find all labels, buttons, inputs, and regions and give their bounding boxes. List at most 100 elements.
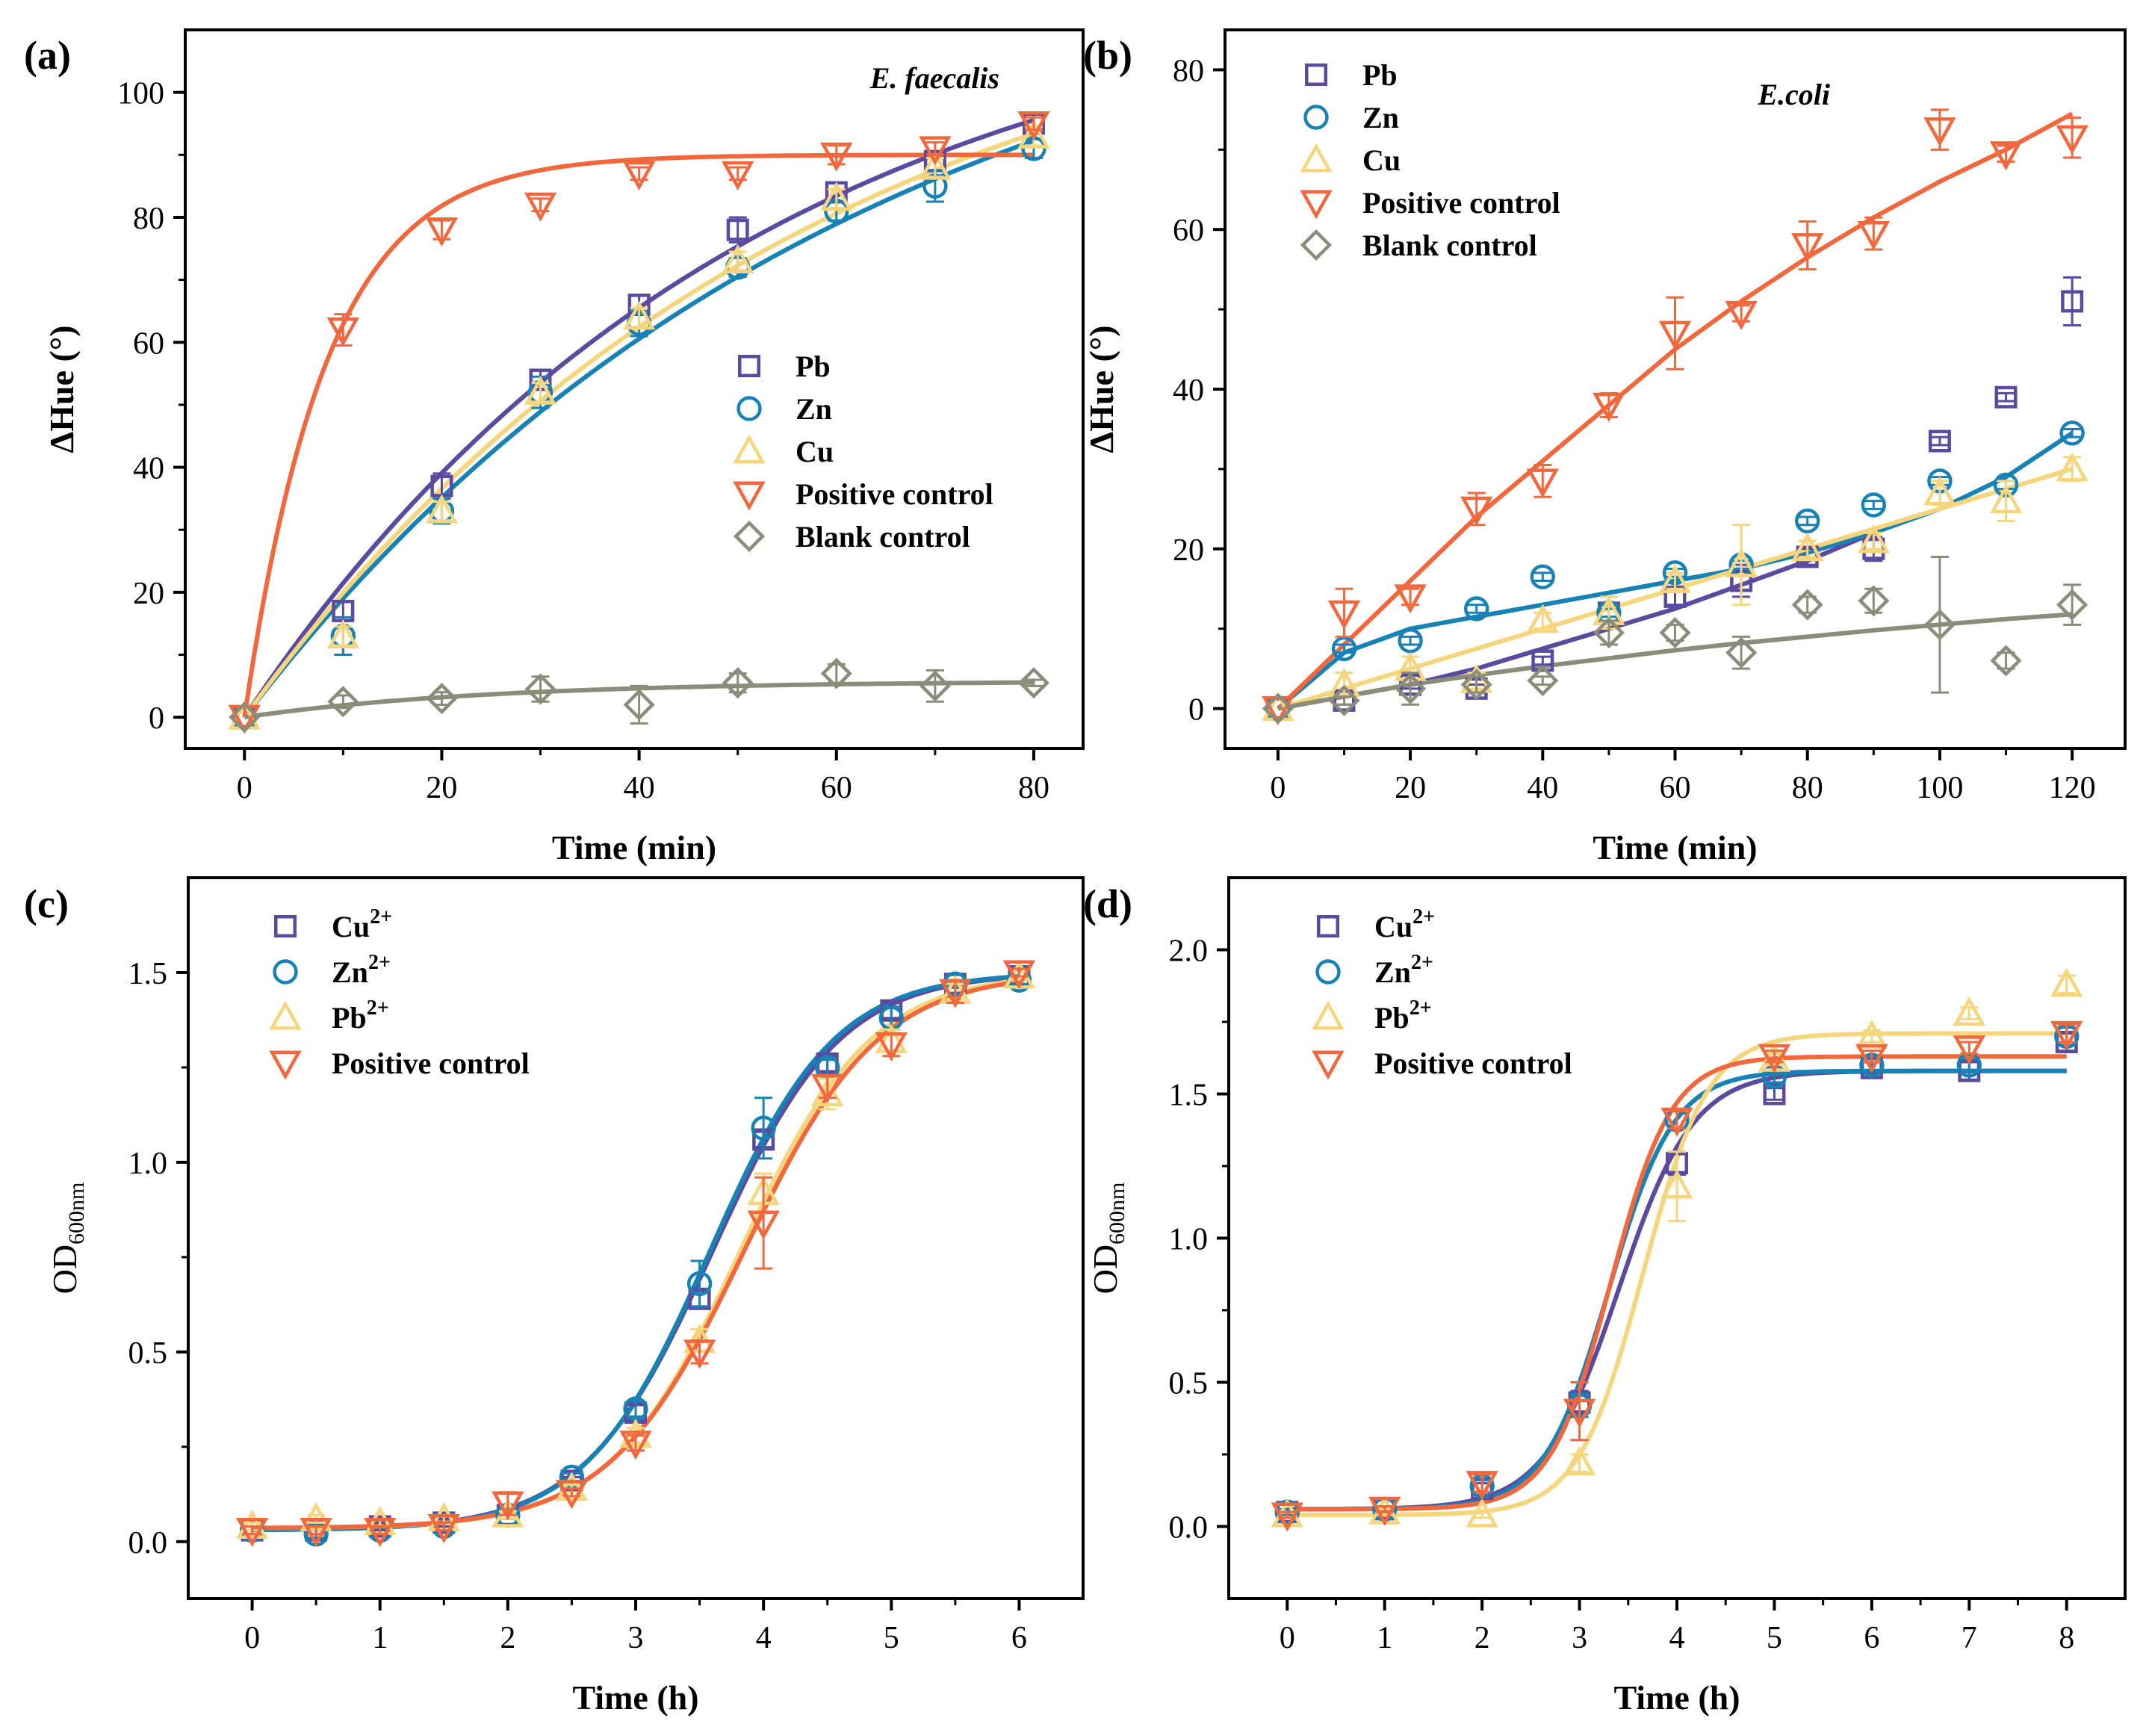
- data-point-triangle-down: [1466, 1471, 1498, 1501]
- x-tick-label: 0: [244, 1621, 260, 1655]
- data-point-circle: [2059, 421, 2085, 446]
- data-point-square: [1994, 385, 2018, 409]
- data-point-triangle-down: [2050, 1020, 2083, 1050]
- data-point-triangle-up: [425, 494, 459, 524]
- data-point-diamond: [2056, 589, 2088, 621]
- data-point-triangle-down: [1593, 392, 1625, 422]
- data-point-circle: [1861, 492, 1887, 518]
- legend-label-superscript: 2+: [370, 905, 392, 929]
- fit-curve-triangle-down: [242, 152, 1034, 718]
- x-tick-label: 1: [1377, 1621, 1392, 1655]
- legend-label: Positive control: [796, 477, 993, 511]
- data-point-circle: [1530, 564, 1555, 589]
- y-axis-title: OD600nm: [1086, 1182, 1129, 1295]
- data-point-triangle-down: [326, 317, 360, 347]
- x-tick-label: 1: [372, 1621, 388, 1655]
- legend-marker-square: [1305, 63, 1327, 86]
- x-tick-label: 0: [1270, 771, 1286, 805]
- data-point-triangle-up: [1017, 119, 1050, 149]
- data-point-square: [1531, 649, 1554, 672]
- panel-label: (d): [1083, 881, 1132, 926]
- data-point-triangle-down: [1271, 1502, 1303, 1532]
- legend-marker-triangle-up: [733, 434, 766, 464]
- x-tick-label: 100: [1916, 771, 1963, 805]
- x-axis-title: Time (min): [1593, 828, 1757, 867]
- legend-label: Zn2+: [1374, 951, 1433, 989]
- y-axis-title-main: OD: [46, 1244, 84, 1294]
- legend-label-superscript: 2+: [1411, 951, 1433, 974]
- data-point-triangle-up: [811, 1077, 844, 1107]
- y-tick-label: 20: [133, 577, 164, 611]
- data-point-diamond: [1923, 609, 1956, 641]
- data-point-diamond: [1262, 692, 1294, 725]
- legend-marker-diamond: [733, 520, 766, 553]
- data-point-diamond: [1395, 672, 1427, 704]
- data-point-circle: [751, 1115, 776, 1141]
- legend-marker-circle: [1303, 105, 1329, 130]
- data-point-triangle-down: [919, 136, 952, 166]
- x-tick-label: 4: [756, 1621, 772, 1655]
- data-point-triangle-up: [1327, 668, 1361, 698]
- data-point-triangle-down: [427, 1513, 460, 1543]
- y-axis-title: OD600nm: [46, 1182, 89, 1295]
- legend-label: Cu2+: [332, 905, 392, 943]
- data-point-triangle-up: [1791, 532, 1824, 562]
- panel-label: (b): [1083, 33, 1132, 78]
- x-axis-title: Time (min): [552, 828, 716, 867]
- data-point-triangle-up: [622, 300, 656, 330]
- species-title: E.coli: [1757, 78, 1830, 111]
- legend-label: Cu: [1362, 143, 1401, 177]
- data-point-triangle-down: [1855, 1044, 1888, 1073]
- x-tick-label: 2: [1474, 1621, 1490, 1655]
- data-point-triangle-up: [555, 1472, 589, 1501]
- x-tick-label: 5: [884, 1621, 899, 1655]
- legend-marker-diamond: [1300, 229, 1333, 261]
- x-tick-label: 2: [500, 1621, 515, 1655]
- x-tick-label: 40: [624, 771, 655, 805]
- x-tick-label: 6: [1011, 1621, 1027, 1655]
- data-point-triangle-down: [747, 1210, 780, 1240]
- legend-label-name: Zn: [332, 955, 368, 989]
- x-axis-title: Time (h): [1613, 1678, 1740, 1717]
- data-point-triangle-up: [1466, 1498, 1498, 1528]
- y-axis-title: ΔHue (°): [43, 325, 81, 453]
- y-axis-title-main: OD: [1086, 1244, 1124, 1294]
- data-point-triangle-up: [1989, 484, 2023, 514]
- legend-label: Pb2+: [332, 996, 389, 1035]
- data-point-triangle-down: [1327, 600, 1361, 630]
- legend-label-name: Cu: [796, 435, 834, 468]
- legend-marker-square: [274, 915, 297, 937]
- x-tick-label: 5: [1767, 1621, 1782, 1655]
- y-tick-label: 60: [133, 326, 164, 361]
- legend-label-superscript: 2+: [1412, 905, 1435, 929]
- data-point-diamond: [229, 701, 261, 734]
- data-point-triangle-up: [1660, 1169, 1693, 1199]
- data-point-diamond: [1017, 667, 1049, 699]
- data-point-triangle-down: [622, 161, 656, 190]
- data-point-triangle-up: [491, 1498, 524, 1528]
- data-point-diamond: [1593, 616, 1625, 649]
- x-tick-label: 80: [1792, 771, 1823, 805]
- legend-label-name: Pb: [1374, 1001, 1410, 1035]
- data-point-triangle-up: [326, 619, 360, 648]
- legend-label-name: Blank control: [1362, 229, 1537, 262]
- y-axis-title-subscript: 600nm: [64, 1182, 89, 1244]
- data-point-diamond: [426, 683, 458, 715]
- data-point-diamond: [327, 686, 359, 718]
- legend-label: Zn2+: [332, 951, 391, 989]
- data-point-triangle-up: [2056, 452, 2088, 482]
- legend-label-name: Positive control: [332, 1047, 530, 1080]
- legend-marker-triangle-up: [1300, 143, 1333, 173]
- legend-label-name: Zn: [1362, 101, 1399, 134]
- data-point-triangle-down: [875, 1032, 908, 1061]
- data-point-triangle-up: [722, 244, 754, 274]
- legend-label: Positive control: [1362, 186, 1560, 220]
- legend-label-name: Positive control: [796, 477, 993, 511]
- data-point-triangle-down: [555, 1480, 589, 1510]
- legend-marker-triangle-up: [269, 1000, 302, 1030]
- data-point-diamond: [1990, 645, 2022, 677]
- legend-label: Positive control: [1374, 1047, 1572, 1080]
- data-point-circle: [686, 1271, 713, 1297]
- data-point-triangle-down: [1791, 233, 1824, 263]
- x-tick-label: 80: [1018, 771, 1049, 805]
